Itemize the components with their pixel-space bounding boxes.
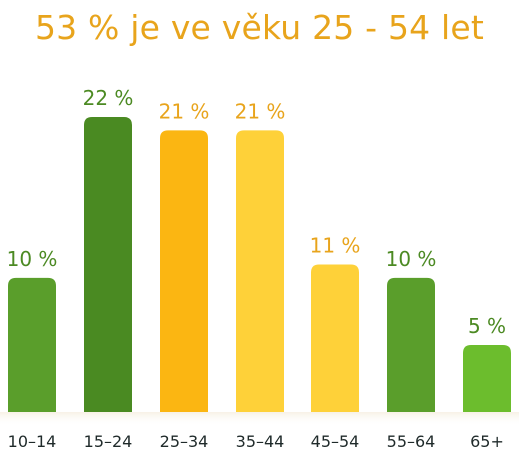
category-label: 35–44: [236, 432, 285, 451]
category-label: 25–34: [160, 432, 209, 451]
bar-15–24: [84, 117, 132, 412]
bar-value-label: 21 %: [159, 99, 210, 123]
category-label: 15–24: [84, 432, 133, 451]
bar-value-label: 5 %: [468, 314, 506, 338]
category-label: 55–64: [387, 432, 436, 451]
bar-45–54: [311, 264, 359, 412]
bar-value-label: 10 %: [7, 247, 58, 271]
bar-value-label: 22 %: [83, 86, 134, 110]
bar-65+: [463, 344, 511, 412]
category-label: 45–54: [311, 432, 360, 451]
category-label: 65+: [470, 432, 504, 451]
bar-55–64: [387, 277, 435, 412]
chart-title: 53 % je ve věku 25 - 54 let: [34, 8, 485, 47]
bar-25–34: [160, 130, 208, 412]
bar-value-label: 10 %: [386, 247, 437, 271]
category-label: 10–14: [8, 432, 57, 451]
bar-value-label: 21 %: [235, 99, 286, 123]
bar-35–44: [236, 130, 284, 412]
bar-10–14: [8, 277, 56, 412]
baseline-shadow: [0, 412, 519, 426]
bar-value-label: 11 %: [310, 234, 361, 258]
